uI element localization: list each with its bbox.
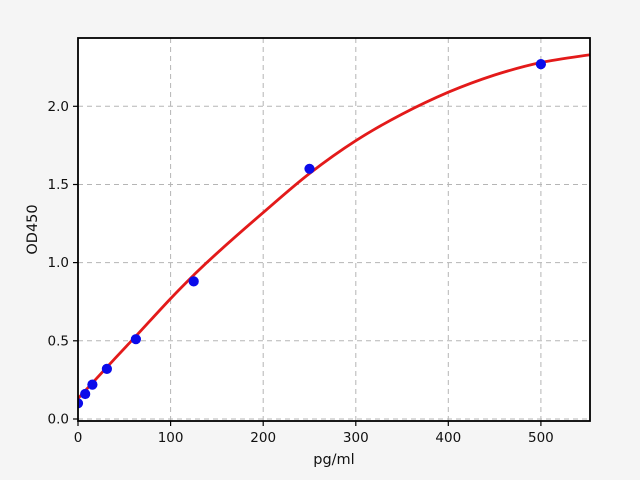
y-tick-label: 0.0 <box>48 412 69 428</box>
x-tick-label: 100 <box>158 430 184 446</box>
ticks <box>73 105 542 426</box>
plot-area <box>78 38 590 421</box>
y-tick-label: 0.5 <box>48 333 69 349</box>
x-tick-label: 300 <box>343 430 369 446</box>
data-point <box>87 379 98 390</box>
data-point <box>101 363 112 374</box>
fit-curve-4pl <box>78 53 590 400</box>
y-tick-label: 1.0 <box>48 255 69 271</box>
y-tick-label: 1.5 <box>48 177 69 193</box>
data-point <box>535 59 547 70</box>
series-group <box>78 53 590 409</box>
x-axis-label: pg/ml <box>313 452 354 468</box>
data-point <box>80 388 91 400</box>
data-point <box>188 276 199 287</box>
y-axis-label: OD450 <box>25 204 41 254</box>
y-tick-label: 2.0 <box>48 99 69 115</box>
plot-border <box>77 37 591 422</box>
x-tick-label: 200 <box>250 430 276 446</box>
grid <box>77 38 590 421</box>
x-tick-label: 500 <box>528 430 554 446</box>
x-tick-label: 0 <box>74 430 83 446</box>
data-point <box>130 334 141 345</box>
data-point <box>304 163 315 174</box>
x-tick-label: 400 <box>435 430 461 446</box>
data-point <box>78 398 84 409</box>
